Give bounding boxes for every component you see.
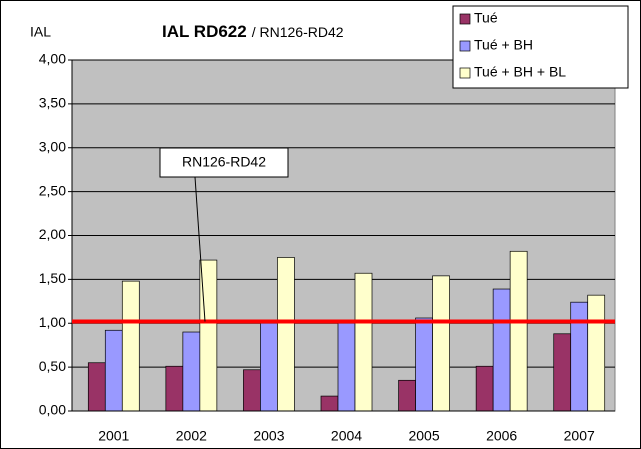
bar [587,294,606,412]
legend-box [452,5,629,89]
legend-swatch [459,13,471,25]
bar [243,369,261,412]
bar [570,301,589,412]
bar [398,379,416,412]
bar [87,362,106,412]
bar [165,365,184,412]
annotation: RN126-RD42 [182,154,266,170]
bar [415,317,433,412]
legend-swatch [459,67,471,79]
bar [354,272,373,412]
x-tick-label: 2005 [408,428,439,444]
bar [320,395,339,412]
y-tick-label: 3,50 [39,95,66,111]
bar [260,322,278,412]
bar [432,275,450,412]
legend-swatch [459,40,471,52]
y-tick-label: 0,50 [39,358,66,374]
bar [121,280,140,412]
chart-title: IAL RD622 / RN126-RD42 [162,22,344,41]
legend-label: Tué [474,10,498,26]
y-tick-label: 0,00 [39,402,66,418]
legend-label: Tué + BH [474,37,533,53]
y-tick-label: 1,50 [39,270,66,286]
bar [553,333,572,412]
legend-label: Tué + BH + BL [474,64,566,80]
x-tick-label: 2007 [564,428,595,444]
subtitle: / RN126-RD42 [252,24,344,40]
bar [277,257,295,412]
y-tick-label: 2,50 [39,182,66,198]
bar [509,250,528,412]
x-tick-label: 2001 [98,428,129,444]
bar [182,331,201,412]
bar [492,288,511,412]
x-tick-label: 2006 [486,428,517,444]
y-tick-label: 2,00 [39,226,66,242]
x-tick-label: 2002 [176,428,207,444]
bar [104,329,123,412]
bar [337,322,356,412]
y-axis-label: IAL [30,24,51,40]
title: IAL RD622 [162,22,247,41]
y-tick-label: 3,00 [39,138,66,154]
x-tick-label: 2003 [253,428,284,444]
x-tick-label: 2004 [331,428,362,444]
annotation-box [159,147,289,178]
annotation-leader [194,176,206,322]
y-tick-label: 4,00 [39,51,66,67]
y-tick-label: 1,00 [39,314,66,330]
bar [475,365,494,412]
